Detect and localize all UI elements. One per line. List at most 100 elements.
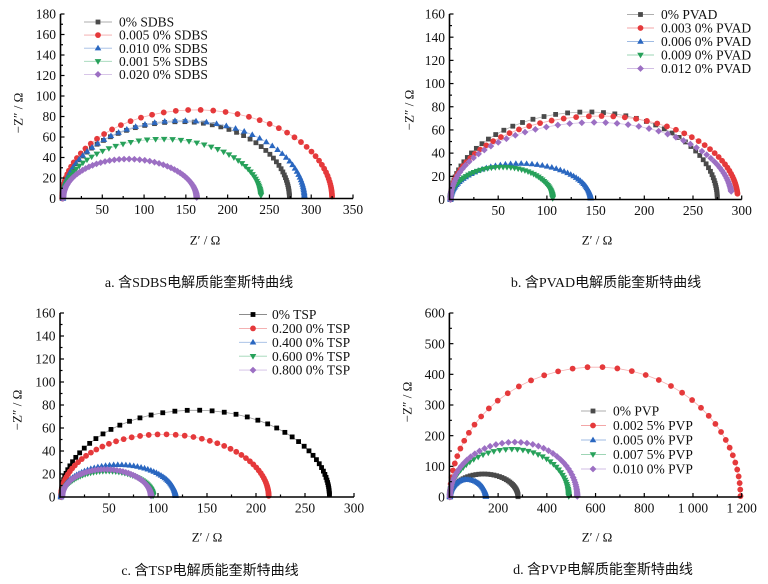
legend-label: 0.003 0% PVAD: [661, 21, 751, 36]
data-point: [193, 140, 201, 147]
data-point: [88, 154, 95, 161]
data-point: [578, 119, 586, 127]
legend-item: 0.400 0% TSP: [239, 335, 350, 350]
data-point: [198, 435, 205, 442]
series-line: [61, 121, 290, 199]
data-point: [244, 414, 250, 420]
data-point: [492, 441, 500, 448]
data-point: [241, 164, 249, 170]
data-point: [521, 128, 529, 136]
data-point: [534, 442, 542, 450]
x-tick-label: 250: [295, 501, 316, 516]
data-point: [534, 452, 542, 458]
data-point: [507, 160, 514, 167]
data-point: [115, 129, 122, 135]
x-tick-label: 100: [537, 203, 558, 218]
data-point: [722, 437, 729, 443]
series-0-020-0pct-sdbs: [59, 155, 201, 202]
data-point: [234, 129, 239, 135]
data-point: [565, 110, 571, 116]
axes: 50 100 150 200 250 300 0 20 40 60 80 100 120 140 160: [425, 7, 752, 218]
data-point: [463, 456, 471, 464]
data-point: [76, 168, 84, 176]
panel-caption: d. 含PVP电解质能奎斯特曲线: [513, 562, 693, 578]
data-point: [491, 472, 497, 478]
data-point: [471, 421, 478, 428]
data-point: [520, 120, 525, 125]
data-point: [467, 473, 473, 479]
data-point: [465, 474, 471, 480]
data-point: [461, 437, 468, 444]
data-point: [718, 429, 724, 435]
data-point: [255, 417, 261, 423]
x-tick-label: 100: [134, 202, 155, 217]
legend-label: 0.005 0% SDBS: [119, 28, 208, 43]
data-point: [301, 443, 307, 449]
y-tick-label: 120: [35, 352, 56, 367]
legend-label: 0.009 0% PVAD: [661, 48, 751, 63]
data-point: [543, 456, 550, 463]
data-point: [701, 142, 708, 149]
data-point: [247, 136, 253, 142]
data-point: [635, 122, 643, 130]
legend-label: 0.007 5% PVP: [613, 447, 693, 462]
x-tick-label: 50: [96, 202, 110, 217]
plot-area: [446, 364, 744, 501]
data-point: [289, 434, 295, 440]
series-line: [450, 122, 732, 200]
y-tick-label: 0: [438, 490, 445, 505]
data-point: [93, 160, 100, 168]
data-point: [584, 364, 591, 371]
data-point: [537, 120, 543, 126]
data-point: [112, 143, 120, 150]
data-point: [470, 472, 476, 478]
data-point: [184, 407, 190, 413]
x-tick-label: 200: [634, 203, 655, 218]
data-point: [238, 452, 245, 458]
x-tick-label: 200: [246, 501, 267, 516]
legend-label: 0.002 5% PVP: [613, 418, 693, 433]
x-tick-label: 150: [176, 202, 197, 217]
data-point: [490, 449, 498, 455]
data-point: [106, 440, 112, 447]
data-point: [85, 163, 93, 171]
x-tick-label: 150: [197, 501, 218, 516]
legend-marker-diamond-icon: [637, 65, 644, 72]
data-point: [528, 377, 534, 384]
legend-item: 0.020 0% SDBS: [84, 67, 208, 82]
legend-label: 0.800 0% TSP: [272, 363, 350, 378]
x-tick-label: 200: [218, 202, 239, 217]
plot-area: [447, 109, 741, 203]
data-point: [316, 157, 322, 164]
data-point: [613, 119, 621, 127]
data-point: [100, 136, 108, 142]
y-tick-label: 500: [425, 336, 446, 351]
data-point: [712, 420, 719, 427]
y-tick-label: 100: [425, 76, 446, 91]
data-point: [227, 445, 234, 452]
data-point: [599, 364, 606, 371]
y-axis-title: −Z″ / Ω: [402, 90, 417, 130]
data-point: [141, 156, 149, 164]
data-point: [296, 439, 301, 444]
data-point: [698, 404, 704, 411]
data-point: [706, 165, 711, 171]
data-point: [494, 397, 501, 404]
legend-marker-square-icon: [95, 19, 101, 25]
data-point: [152, 136, 159, 143]
y-tick-label: 60: [432, 123, 446, 138]
data-point: [673, 126, 679, 133]
data-point: [736, 480, 743, 486]
data-point: [642, 372, 649, 378]
y-tick-label: 120: [425, 53, 446, 68]
data-point: [113, 438, 119, 445]
series-0-010-0pct-sdbs: [59, 117, 308, 201]
data-point: [454, 172, 462, 179]
data-point: [693, 148, 699, 154]
legend-marker-circle-icon: [590, 422, 596, 429]
data-point: [610, 113, 617, 120]
legend-label: 0% SDBS: [119, 15, 174, 30]
legend-label: 0.005 0% PVP: [613, 433, 693, 448]
data-point: [88, 144, 96, 150]
